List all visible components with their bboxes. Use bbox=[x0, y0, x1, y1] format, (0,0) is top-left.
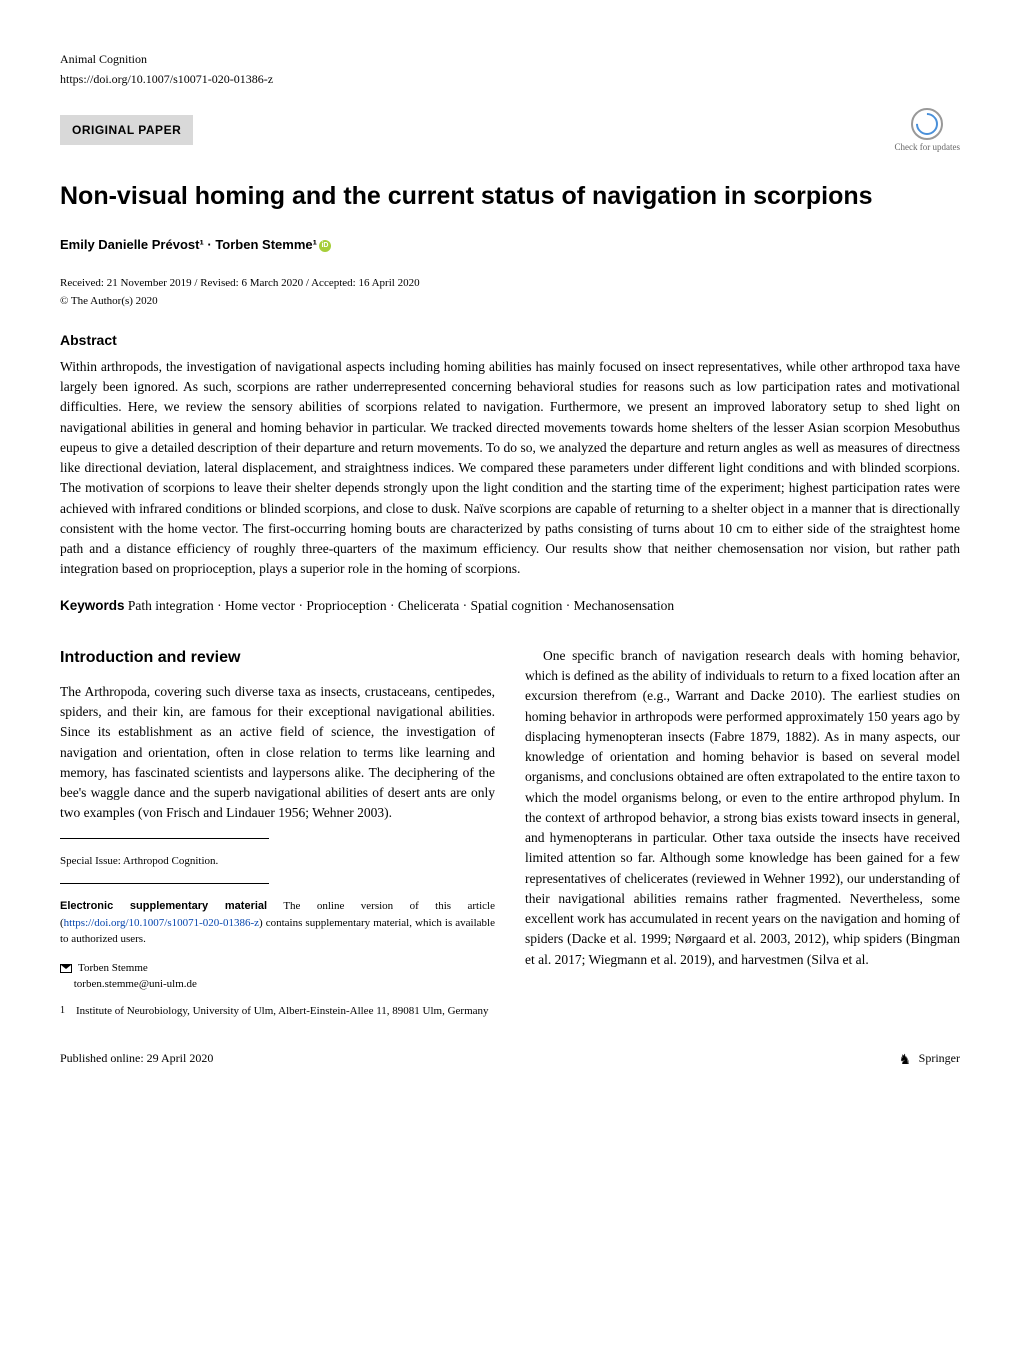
special-issue-note: Special Issue: Arthropod Cognition. bbox=[60, 853, 495, 870]
article-type-row: ORIGINAL PAPER Check for updates bbox=[60, 108, 960, 153]
check-updates-label: Check for updates bbox=[895, 142, 960, 153]
page-footer: Published online: 29 April 2020 Springer bbox=[60, 1049, 960, 1067]
journal-name: Animal Cognition bbox=[60, 50, 960, 68]
intro-para-1: The Arthropoda, covering such diverse ta… bbox=[60, 682, 495, 824]
check-updates-widget[interactable]: Check for updates bbox=[895, 108, 960, 153]
author-names: Emily Danielle Prévost¹ · Torben Stemme¹ bbox=[60, 237, 317, 252]
article-type-badge: ORIGINAL PAPER bbox=[60, 115, 193, 145]
authors-list: Emily Danielle Prévost¹ · Torben Stemme¹ bbox=[60, 235, 960, 255]
keywords-text: Path integration · Home vector · Proprio… bbox=[125, 598, 675, 613]
published-date: Published online: 29 April 2020 bbox=[60, 1049, 213, 1067]
corresponding-name: Torben Stemme bbox=[78, 962, 148, 974]
two-column-layout: Introduction and review The Arthropoda, … bbox=[60, 646, 960, 1019]
doi-link[interactable]: https://doi.org/10.1007/s10071-020-01386… bbox=[60, 70, 960, 88]
affiliation: 1 Institute of Neurobiology, University … bbox=[60, 1003, 495, 1020]
supp-link[interactable]: https://doi.org/10.1007/s10071-020-01386… bbox=[64, 917, 259, 929]
article-title: Non-visual homing and the current status… bbox=[60, 178, 960, 216]
check-updates-icon bbox=[911, 108, 943, 140]
abstract-text: Within arthropods, the investigation of … bbox=[60, 357, 960, 580]
left-column: Introduction and review The Arthropoda, … bbox=[60, 646, 495, 1019]
footnote-divider-2 bbox=[60, 883, 269, 884]
corresponding-author: Torben Stemme torben.stemme@uni-ulm.de bbox=[60, 960, 495, 993]
supplementary-material: Electronic supplementary material The on… bbox=[60, 898, 495, 948]
springer-horse-icon bbox=[899, 1050, 915, 1066]
abstract-heading: Abstract bbox=[60, 330, 960, 351]
supp-label: Electronic supplementary material bbox=[60, 900, 267, 912]
footnote-divider-1 bbox=[60, 838, 269, 839]
affiliation-number: 1 bbox=[60, 1003, 65, 1018]
affiliation-text: Institute of Neurobiology, University of… bbox=[76, 1005, 489, 1017]
right-column: One specific branch of navigation resear… bbox=[525, 646, 960, 1019]
corresponding-email[interactable]: torben.stemme@uni-ulm.de bbox=[74, 978, 197, 990]
copyright-text: © The Author(s) 2020 bbox=[60, 293, 960, 310]
envelope-icon bbox=[60, 964, 72, 973]
intro-para-2: One specific branch of navigation resear… bbox=[525, 646, 960, 970]
keywords-row: Keywords Path integration · Home vector … bbox=[60, 596, 960, 616]
orcid-icon[interactable] bbox=[319, 240, 331, 252]
keywords-label: Keywords bbox=[60, 598, 125, 613]
publisher-name: Springer bbox=[919, 1049, 960, 1067]
intro-heading: Introduction and review bbox=[60, 646, 495, 670]
article-dates: Received: 21 November 2019 / Revised: 6 … bbox=[60, 275, 960, 292]
publisher-logo: Springer bbox=[899, 1049, 960, 1067]
